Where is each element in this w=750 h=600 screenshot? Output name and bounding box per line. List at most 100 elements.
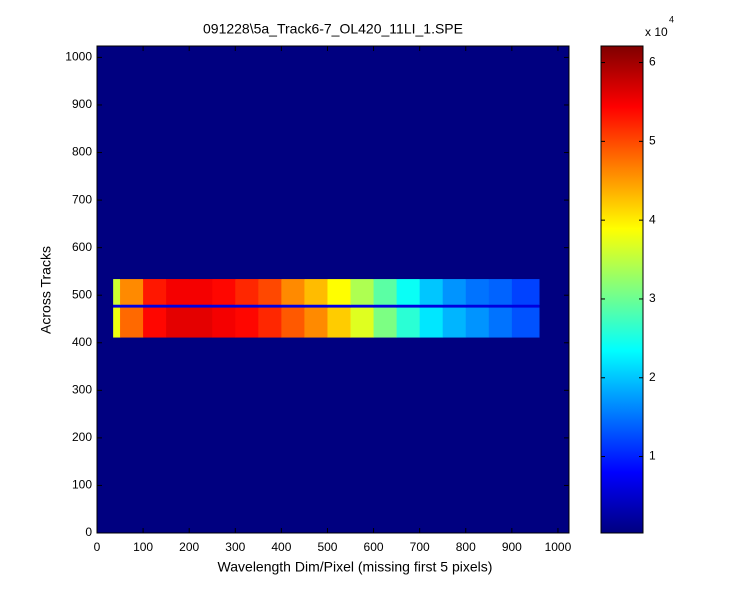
heatmap-cell bbox=[373, 337, 398, 534]
heatmap-cell bbox=[120, 304, 144, 308]
x-tick-label: 800 bbox=[456, 540, 476, 554]
heatmap-cell bbox=[113, 46, 121, 280]
heatmap-cell bbox=[511, 46, 540, 280]
heatmap-cell bbox=[488, 307, 513, 338]
heatmap-cell bbox=[442, 337, 467, 534]
heatmap-cell bbox=[350, 337, 375, 534]
heatmap-cell bbox=[373, 307, 398, 338]
heatmap-cell bbox=[465, 337, 490, 534]
heatmap-cell bbox=[189, 278, 213, 305]
heatmap-cell bbox=[304, 337, 328, 534]
heatmap-cell bbox=[212, 337, 236, 534]
y-tick-label: 800 bbox=[72, 145, 92, 159]
heatmap-cell bbox=[396, 46, 421, 280]
heatmap-cell bbox=[396, 337, 421, 534]
heatmap-cell bbox=[373, 46, 398, 280]
heatmap-cell bbox=[539, 304, 570, 308]
heatmap-cell bbox=[442, 278, 467, 305]
heatmap-cell bbox=[539, 337, 570, 534]
y-tick-label: 600 bbox=[72, 240, 92, 254]
colorbar bbox=[600, 45, 644, 534]
x-tick-label: 1000 bbox=[545, 540, 572, 554]
heatmap-cell bbox=[143, 337, 167, 534]
y-tick-label: 200 bbox=[72, 430, 92, 444]
heatmap-cell bbox=[304, 307, 328, 338]
heatmap-cell bbox=[235, 304, 259, 308]
heatmap-cell bbox=[281, 304, 305, 308]
x-tick-label: 400 bbox=[271, 540, 291, 554]
x-axis-label: Wavelength Dim/Pixel (missing first 5 pi… bbox=[218, 559, 493, 575]
heatmap-cell bbox=[465, 46, 490, 280]
heatmap-cell bbox=[442, 304, 467, 308]
heatmap-cell bbox=[166, 307, 190, 338]
heatmap-cell bbox=[419, 307, 444, 338]
y-tick-label: 100 bbox=[72, 478, 92, 492]
heatmap-cell bbox=[258, 304, 282, 308]
heatmap-cell bbox=[189, 337, 213, 534]
colorbar-multiplier: x 10 bbox=[645, 25, 668, 39]
heatmap-cell bbox=[488, 46, 513, 280]
heatmap-cell bbox=[539, 46, 570, 280]
heatmap-cell bbox=[166, 337, 190, 534]
heatmap-cell bbox=[97, 304, 114, 308]
heatmap-cell bbox=[442, 46, 467, 280]
heatmap-cell bbox=[113, 304, 121, 308]
heatmap-cell bbox=[539, 307, 570, 338]
heatmap-cell bbox=[419, 337, 444, 534]
heatmap-cell bbox=[488, 278, 513, 305]
heatmap-cell bbox=[113, 337, 121, 534]
heatmap-cell bbox=[465, 307, 490, 338]
heatmap-cell bbox=[235, 307, 259, 338]
x-tick-label: 0 bbox=[94, 540, 101, 554]
heatmap-cell bbox=[212, 307, 236, 338]
heatmap-cell bbox=[419, 46, 444, 280]
heatmap-cell bbox=[327, 278, 352, 305]
x-tick-label: 500 bbox=[317, 540, 337, 554]
heatmap-cell bbox=[350, 278, 375, 305]
heatmap-cell bbox=[235, 337, 259, 534]
heatmap-cell bbox=[350, 304, 375, 308]
heatmap-cell bbox=[419, 278, 444, 305]
heatmap-cell bbox=[258, 278, 282, 305]
heatmap-cell bbox=[488, 337, 513, 534]
heatmap-cell bbox=[235, 278, 259, 305]
heatmap-cell bbox=[189, 46, 213, 280]
heatmap-cell bbox=[166, 304, 190, 308]
heatmap-cell bbox=[113, 307, 121, 338]
y-tick-label: 300 bbox=[72, 382, 92, 396]
heatmap-cell bbox=[511, 304, 540, 308]
heatmap-cell bbox=[143, 278, 167, 305]
heatmap-cell bbox=[465, 278, 490, 305]
heatmap-cell bbox=[97, 278, 114, 305]
heatmap-cell bbox=[258, 307, 282, 338]
heatmap-cell bbox=[304, 46, 328, 280]
heatmap-cell bbox=[511, 307, 540, 338]
y-tick-label: 400 bbox=[72, 335, 92, 349]
y-tick-label: 500 bbox=[72, 287, 92, 301]
heatmap-cell bbox=[120, 307, 144, 338]
y-tick-label: 900 bbox=[72, 97, 92, 111]
heatmap-cell bbox=[304, 278, 328, 305]
heatmap-cell bbox=[396, 304, 421, 308]
heatmap-cell bbox=[166, 278, 190, 305]
heatmap-cell bbox=[97, 46, 114, 280]
heatmap-cell bbox=[373, 278, 398, 305]
colorbar-tick-label: 5 bbox=[649, 134, 656, 148]
heatmap-cell bbox=[120, 337, 144, 534]
heatmap-cell bbox=[166, 46, 190, 280]
heatmap-cell bbox=[327, 46, 352, 280]
x-tick-label: 700 bbox=[410, 540, 430, 554]
heatmap-cell bbox=[281, 307, 305, 338]
heatmap-cell bbox=[327, 304, 352, 308]
heatmap-cell bbox=[120, 278, 144, 305]
heatmap-cell bbox=[258, 337, 282, 534]
heatmap-cell bbox=[97, 307, 114, 338]
heatmap-cell bbox=[511, 278, 540, 305]
heatmap-cell bbox=[281, 46, 305, 280]
heatmap-cell bbox=[189, 304, 213, 308]
heatmap-cell bbox=[350, 46, 375, 280]
heatmap-cell bbox=[373, 304, 398, 308]
y-tick-label: 700 bbox=[72, 192, 92, 206]
heatmap-cell bbox=[465, 304, 490, 308]
